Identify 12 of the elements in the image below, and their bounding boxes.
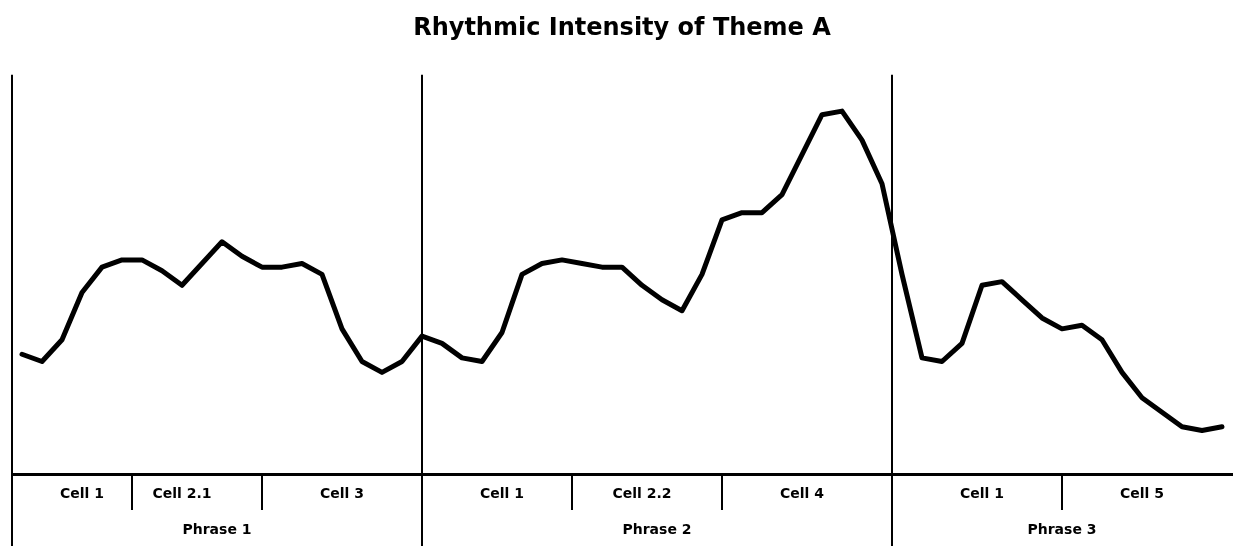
x-tick-label: Cell 1: [960, 484, 1004, 501]
text: Phrase 3: [1027, 520, 1097, 537]
x-tick-label: Cell 2.2: [612, 484, 672, 501]
text: Phrase 1: [182, 520, 252, 537]
x-tick-label: Cell 1: [60, 484, 104, 501]
x-tick-label: Cell 3: [320, 484, 364, 501]
x-tick-label: Cell 4: [780, 484, 825, 501]
x-tick-label: Cell 5: [1120, 484, 1164, 501]
x-tick-label: Cell 1: [480, 484, 524, 501]
chart-title: Rhythmic Intensity of Theme A: [413, 12, 832, 41]
x-tick-label: Cell 2.1: [152, 484, 212, 501]
text: Phrase 2: [622, 520, 692, 537]
